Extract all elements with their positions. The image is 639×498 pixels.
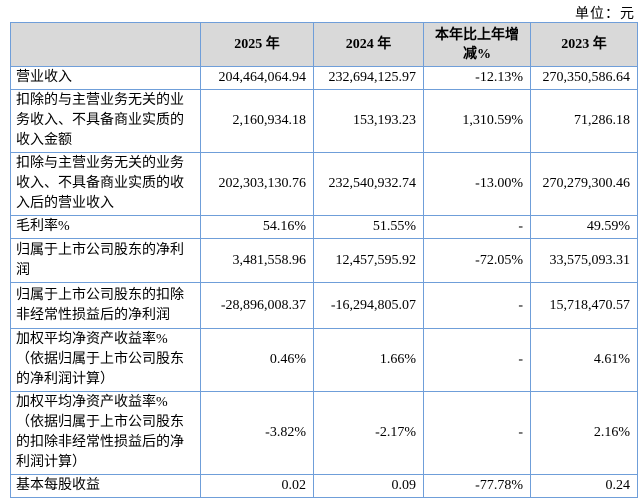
value-cell-2023: 2.16% (530, 391, 638, 475)
table-row: 加权平均净资产收益率%（依据归属于上市公司股东的扣除非经常性损益后的净利润计算）… (10, 391, 638, 475)
value-cell-2024: 153,193.23 (313, 89, 424, 153)
table-row: 归属于上市公司股东的净利润 3,481,558.96 12,457,595.92 -7… (10, 238, 638, 283)
row-label-cell: 归属于上市公司股东的净利润 (10, 238, 201, 283)
value-cell-2024: 1.66% (313, 328, 424, 392)
value-cell-2023: 0.24 (530, 474, 638, 498)
financial-summary-table: 2025 年 2024 年本年比上年增减% 2023 年 营业收入 204,464,0… (10, 22, 638, 498)
value-cell-2023: 15,718,470.57 (530, 282, 638, 329)
unit-label: 单位：元 (575, 7, 635, 22)
column-header-empty (10, 22, 201, 67)
table-row: 扣除与主营业务无关的业务收入、不具备商业实质的收入后的营业收入 202,303,1… (10, 152, 638, 216)
value-cell-2025: -3.82% (200, 391, 314, 475)
value-cell-2025: 2,160,934.18 (200, 89, 314, 153)
value-cell-2025: 202,303,130.76 (200, 152, 314, 216)
value-cell-2023: 33,575,093.31 (530, 238, 638, 283)
value-cell-yoy-change: - (423, 215, 531, 239)
row-label-cell: 基本每股收益 (10, 474, 201, 498)
table-body: 营业收入 204,464,064.94 232,694,125.97 -12.13% 2… (10, 66, 638, 498)
value-cell-2024: -2.17% (313, 391, 424, 475)
value-cell-yoy-change: -13.00% (423, 152, 531, 216)
table-row: 扣除的与主营业务无关的业务收入、不具备商业实质的收入金额 2,160,934.18… (10, 89, 638, 153)
column-header-1: 2025 年 (200, 22, 314, 67)
value-cell-2023: 270,350,586.64 (530, 66, 638, 90)
row-label-cell: 归属于上市公司股东的扣除非经常性损益后的净利润 (10, 282, 201, 329)
value-cell-2023: 49.59% (530, 215, 638, 239)
value-cell-yoy-change: -77.78% (423, 474, 531, 498)
value-cell-2024: 232,540,932.74 (313, 152, 424, 216)
row-label-cell: 毛利率% (10, 215, 201, 239)
value-cell-yoy-change: -12.13% (423, 66, 531, 90)
value-cell-2025: 0.02 (200, 474, 314, 498)
value-cell-2025: 3,481,558.96 (200, 238, 314, 283)
column-header-2: 2024 年 (313, 22, 424, 67)
value-cell-yoy-change: -72.05% (423, 238, 531, 283)
value-cell-2024: 0.09 (313, 474, 424, 498)
value-cell-2023: 270,279,300.46 (530, 152, 638, 216)
header-row: 2025 年 2024 年本年比上年增减% 2023 年 (10, 22, 638, 67)
value-cell-2023: 71,286.18 (530, 89, 638, 153)
value-cell-yoy-change: - (423, 391, 531, 475)
value-cell-yoy-change: 1,310.59% (423, 89, 531, 153)
value-cell-2024: -16,294,805.07 (313, 282, 424, 329)
value-cell-yoy-change: - (423, 282, 531, 329)
row-label-cell: 扣除与主营业务无关的业务收入、不具备商业实质的收入后的营业收入 (10, 152, 201, 216)
table-row: 营业收入 204,464,064.94 232,694,125.97 -12.13% 2… (10, 66, 638, 90)
value-cell-2024: 51.55% (313, 215, 424, 239)
table-row: 加权平均净资产收益率%（依据归属于上市公司股东的净利润计算） 0.46% 1.66%… (10, 328, 638, 392)
column-header-4: 2023 年 (530, 22, 638, 67)
table-row: 归属于上市公司股东的扣除非经常性损益后的净利润 -28,896,008.37 -16… (10, 282, 638, 329)
table-row: 基本每股收益 0.02 0.09 -77.78% 0.24 (10, 474, 638, 498)
row-label-cell: 加权平均净资产收益率%（依据归属于上市公司股东的净利润计算） (10, 328, 201, 392)
row-label-cell: 营业收入 (10, 66, 201, 90)
value-cell-2025: -28,896,008.37 (200, 282, 314, 329)
value-cell-2024: 232,694,125.97 (313, 66, 424, 90)
value-cell-2025: 54.16% (200, 215, 314, 239)
column-header-3: 本年比上年增减% (423, 22, 531, 67)
value-cell-2023: 4.61% (530, 328, 638, 392)
value-cell-2025: 0.46% (200, 328, 314, 392)
value-cell-yoy-change: - (423, 328, 531, 392)
table-row: 毛利率% 54.16% 51.55% -49.59% (10, 215, 638, 239)
row-label-cell: 扣除的与主营业务无关的业务收入、不具备商业实质的收入金额 (10, 89, 201, 153)
value-cell-2024: 12,457,595.92 (313, 238, 424, 283)
row-label-cell: 加权平均净资产收益率%（依据归属于上市公司股东的扣除非经常性损益后的净利润计算） (10, 391, 201, 475)
value-cell-2025: 204,464,064.94 (200, 66, 314, 90)
